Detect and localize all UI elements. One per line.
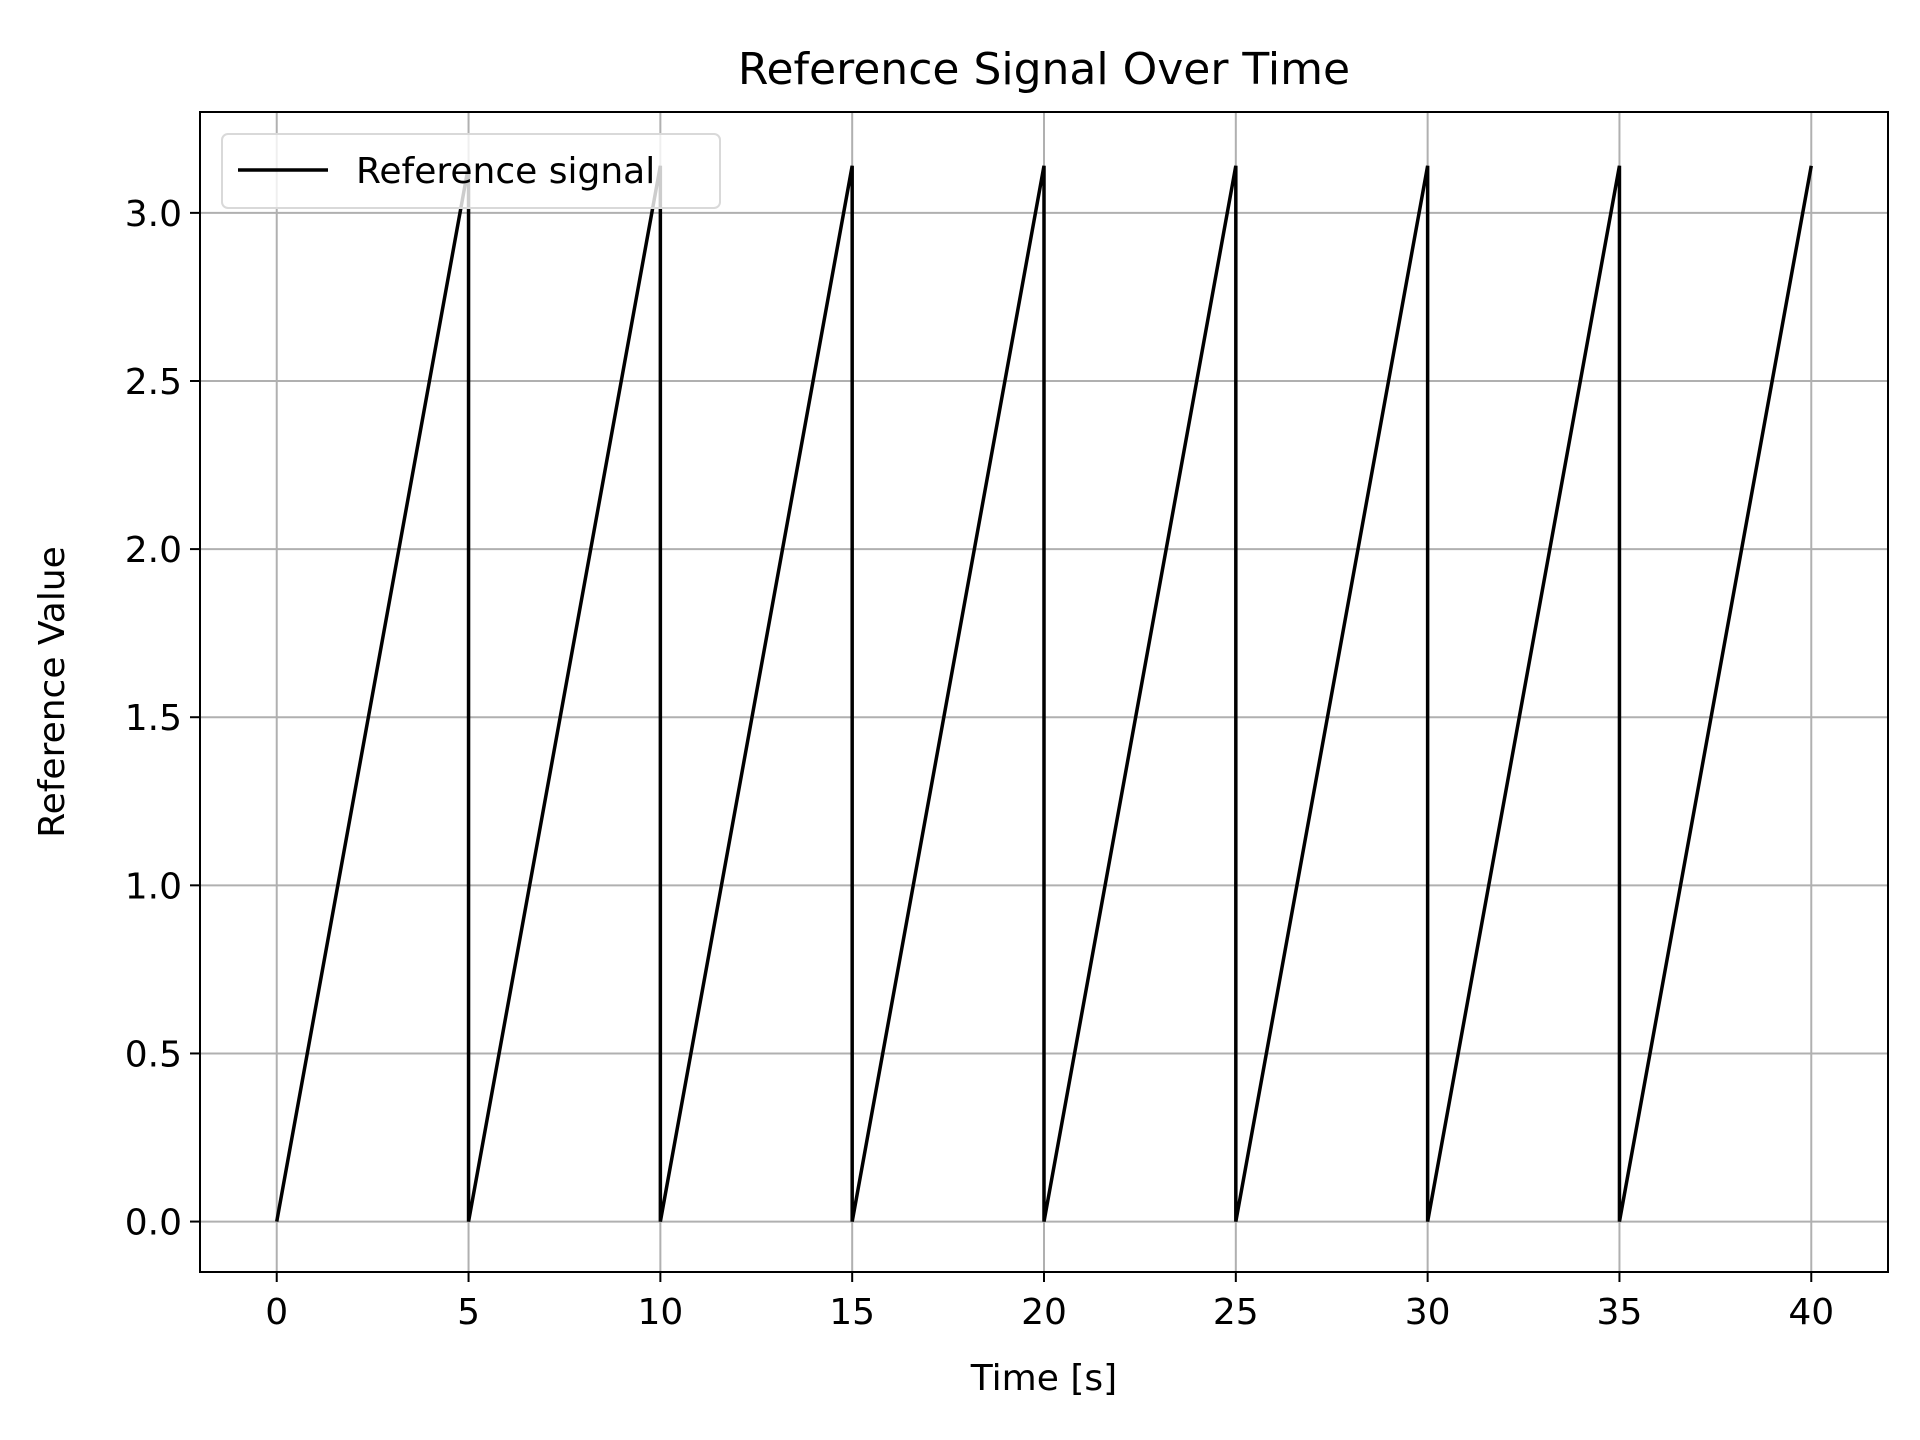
- legend-label: Reference signal: [356, 151, 655, 192]
- x-tick-label: 5: [457, 1292, 480, 1333]
- x-tick-label: 35: [1597, 1292, 1643, 1333]
- y-tick-label: 0.0: [125, 1203, 182, 1244]
- x-tick-label: 10: [637, 1292, 683, 1333]
- y-tick-label: 1.0: [125, 866, 182, 907]
- series-line-0: [275, 165, 1813, 1222]
- y-tick-label: 1.5: [125, 698, 182, 739]
- y-tick-label: 2.5: [125, 362, 182, 403]
- y-tick-label: 3.0: [125, 194, 182, 235]
- x-tick-label: 30: [1405, 1292, 1451, 1333]
- y-axis-label: Reference Value: [32, 546, 73, 838]
- x-tick-label: 40: [1788, 1292, 1834, 1333]
- x-tick-label: 15: [829, 1292, 875, 1333]
- series-layer: [275, 165, 1813, 1222]
- x-axis-label: Time [s]: [970, 1358, 1117, 1399]
- legend-box: [221, 133, 721, 209]
- y-tick-label: 2.0: [125, 530, 182, 571]
- chart-title: Reference Signal Over Time: [738, 44, 1350, 95]
- x-tick-label: 25: [1213, 1292, 1259, 1333]
- ticks: 0 5 10 15 20 25 30 35 40 0.0 0.5 1.0 1.5 2.0 2.5 3.0: [125, 194, 1834, 1333]
- y-tick-label: 0.5: [125, 1034, 182, 1075]
- legend: Reference signal: [221, 133, 721, 209]
- x-tick-label: 20: [1021, 1292, 1067, 1333]
- x-tick-label: 0: [265, 1292, 288, 1333]
